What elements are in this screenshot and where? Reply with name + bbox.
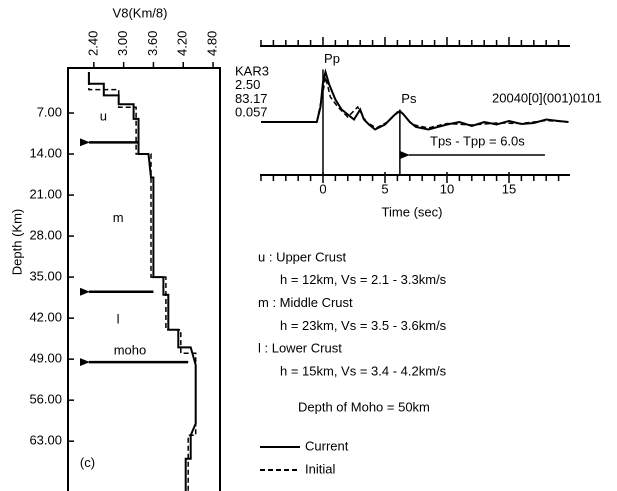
layer-label: u bbox=[100, 109, 107, 124]
layer-label: (c) bbox=[80, 455, 95, 470]
pick-label: Ps bbox=[401, 91, 417, 106]
y-tick-label: 49.00 bbox=[29, 351, 62, 366]
station-info: 2.50 bbox=[235, 77, 260, 92]
x-tick-label: 2.40 bbox=[85, 31, 100, 56]
note: u : Upper Crust bbox=[258, 249, 347, 264]
x-axis-label: V8(Km/8) bbox=[113, 5, 168, 20]
x-tick-label: 4.80 bbox=[204, 31, 219, 56]
pick-label: Pp bbox=[324, 51, 340, 66]
series-line bbox=[88, 72, 197, 491]
note: h = 12km, Vs = 2.1 - 3.3km/s bbox=[280, 272, 447, 287]
station-info: 0.057 bbox=[235, 105, 268, 120]
profile-frame bbox=[67, 67, 221, 491]
moho-note: Depth of Moho = 50km bbox=[298, 399, 430, 414]
y-tick-label: 35.00 bbox=[29, 269, 62, 284]
x-tick-label: 3.60 bbox=[145, 31, 160, 56]
station-info: KAR3 bbox=[235, 63, 269, 78]
x-axis-label: Time (sec) bbox=[382, 204, 443, 219]
y-tick-label: 14.00 bbox=[29, 145, 62, 160]
layer-label: m bbox=[113, 210, 124, 225]
x-tick-label: 15 bbox=[502, 181, 516, 196]
note: l : Lower Crust bbox=[258, 341, 342, 356]
note: h = 23km, Vs = 3.5 - 3.6km/s bbox=[280, 318, 447, 333]
y-tick-label: 7.00 bbox=[37, 104, 62, 119]
y-tick-label: 28.00 bbox=[29, 228, 62, 243]
y-tick-label: 42.00 bbox=[29, 310, 62, 325]
y-tick-label: 56.00 bbox=[29, 392, 62, 407]
x-tick-label: 5 bbox=[381, 181, 388, 196]
event-id: 20040[0](001)0101 bbox=[492, 90, 602, 105]
layer-label: moho bbox=[114, 342, 147, 357]
legend-label: Current bbox=[305, 438, 349, 453]
layer-label: l bbox=[117, 311, 120, 326]
y-axis-label: Depth (Km) bbox=[9, 209, 24, 275]
y-tick-label: 63.00 bbox=[29, 433, 62, 448]
station-info: 83.17 bbox=[235, 91, 268, 106]
series-line bbox=[261, 76, 569, 129]
x-tick-label: 4.20 bbox=[175, 31, 190, 56]
x-tick-label: 3.00 bbox=[115, 31, 130, 56]
y-tick-label: 21.00 bbox=[29, 187, 62, 202]
note: m : Middle Crust bbox=[258, 295, 353, 310]
x-tick-label: 10 bbox=[440, 181, 454, 196]
x-tick-label: 0 bbox=[319, 181, 326, 196]
interval-label: Tps - Tpp = 6.0s bbox=[430, 133, 525, 148]
note: h = 15km, Vs = 3.4 - 4.2km/s bbox=[280, 363, 447, 378]
series-line bbox=[87, 72, 197, 491]
legend-label: Initial bbox=[305, 461, 335, 476]
